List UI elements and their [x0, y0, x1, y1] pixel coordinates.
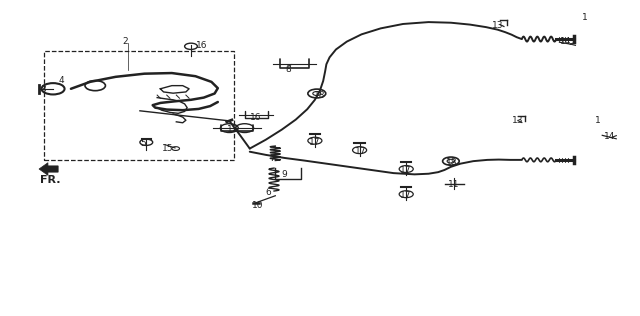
Text: 18: 18: [447, 158, 458, 167]
Text: 3: 3: [40, 85, 46, 94]
Text: 13: 13: [511, 116, 523, 125]
Bar: [44, 51, 234, 160]
Text: FR.: FR.: [40, 175, 61, 185]
Text: 5: 5: [140, 139, 146, 148]
Text: 9: 9: [282, 170, 287, 179]
Text: 17: 17: [309, 138, 321, 147]
Text: 14: 14: [559, 37, 571, 46]
Text: 16: 16: [195, 41, 207, 50]
Text: 14: 14: [604, 132, 616, 141]
Text: 17: 17: [400, 191, 412, 200]
Text: 18: 18: [314, 91, 325, 100]
Text: 15: 15: [162, 144, 173, 153]
Text: 17: 17: [355, 147, 367, 156]
Text: 7: 7: [269, 154, 275, 162]
Text: 1: 1: [582, 14, 588, 22]
Text: 12: 12: [227, 125, 239, 134]
Text: 8: 8: [285, 65, 291, 74]
Text: 16: 16: [250, 112, 261, 122]
Text: 13: 13: [492, 21, 504, 30]
Polygon shape: [39, 163, 58, 175]
Text: 4: 4: [58, 76, 64, 85]
Text: 1: 1: [595, 116, 600, 125]
Text: 11: 11: [448, 180, 460, 189]
Text: 10: 10: [252, 201, 263, 210]
Text: 17: 17: [400, 166, 412, 175]
Text: 6: 6: [266, 188, 271, 197]
Text: 2: 2: [122, 37, 127, 46]
